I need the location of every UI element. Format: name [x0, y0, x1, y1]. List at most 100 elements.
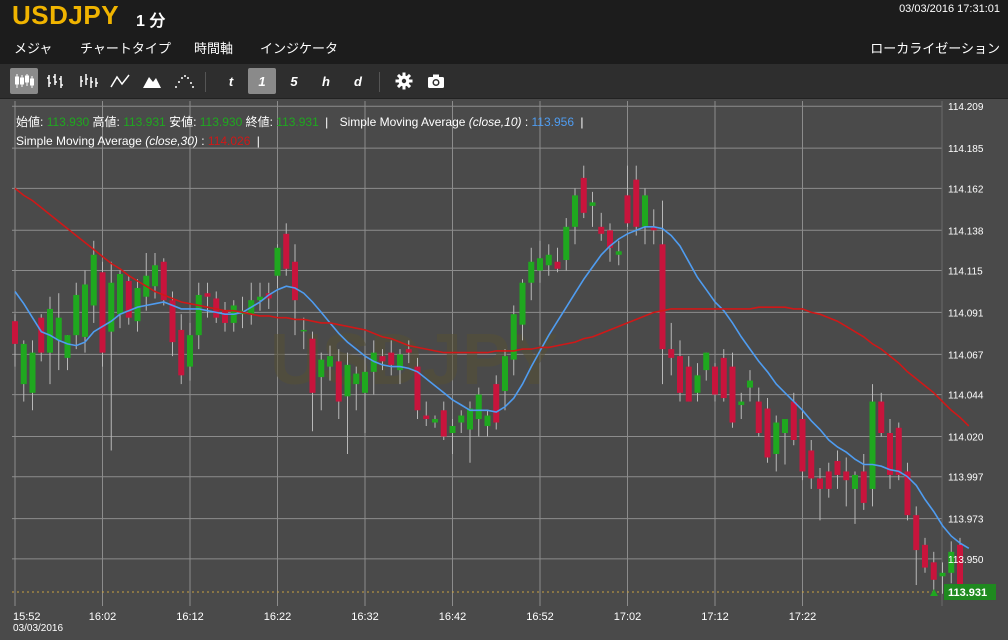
- candle-body: [195, 294, 202, 336]
- y-tick-label: 114.185: [948, 144, 984, 155]
- candle-body: [90, 254, 97, 306]
- candle-body: [782, 419, 788, 434]
- candle-body: [99, 272, 106, 353]
- candle-body: [598, 226, 605, 234]
- candle-body: [213, 298, 220, 318]
- menu-item-chart-type[interactable]: チャートタイプ: [80, 41, 171, 56]
- toolbar-divider: [379, 72, 380, 92]
- hlc-bars-icon[interactable]: [74, 68, 102, 94]
- candle-body: [423, 415, 430, 420]
- dots-icon[interactable]: [170, 68, 198, 94]
- period-day[interactable]: d: [354, 73, 362, 89]
- candle-body: [484, 415, 491, 427]
- high-value: 113.931: [123, 115, 166, 129]
- open-value: 113.930: [46, 115, 90, 129]
- candle-body: [502, 356, 508, 392]
- candle-body: [283, 233, 290, 269]
- candle-body: [878, 401, 885, 434]
- low-label: 安値:: [169, 115, 197, 129]
- close-label: 終値:: [245, 115, 273, 129]
- candle-body: [344, 364, 351, 397]
- period-1-minute[interactable]: 1: [248, 68, 276, 94]
- candle-body: [554, 261, 561, 269]
- interval-label: 1 分: [136, 13, 166, 30]
- candle-body: [274, 247, 281, 276]
- candle-body: [895, 427, 902, 475]
- candle-body: [362, 371, 368, 393]
- period-hour[interactable]: h: [322, 73, 330, 89]
- candle-body: [64, 335, 71, 358]
- menu-item-indicators[interactable]: インジケータ: [260, 41, 339, 56]
- y-tick-label: 114.115: [948, 266, 983, 277]
- price-chart[interactable]: USDJPY 114.209 114.185 114.162 114.138 114.1…: [0, 99, 1008, 635]
- menu-item-measure[interactable]: メジャ: [14, 41, 53, 56]
- candle-body: [817, 478, 823, 489]
- ohlc-bars-icon[interactable]: [42, 68, 70, 94]
- candle-body: [572, 195, 578, 227]
- candle-body: [633, 179, 640, 227]
- candle-body: [134, 287, 141, 322]
- candlestick-icon[interactable]: [10, 68, 38, 94]
- period-tick[interactable]: t: [228, 73, 234, 89]
- candle-body: [852, 474, 858, 489]
- candle-body: [82, 284, 88, 337]
- candle-body: [860, 471, 867, 503]
- candle-body: [458, 415, 465, 423]
- sma10-params: (close,10): [468, 115, 522, 129]
- chart-area[interactable]: USDJPY 114.209 114.185 114.162 114.138 114.1…: [0, 99, 1008, 635]
- x-tick-label: 16:42: [439, 611, 467, 623]
- candle-body: [589, 202, 596, 206]
- y-tick-label: 113.973: [948, 515, 984, 526]
- ohlc-legend: 始値: 113.930 高値: 113.931 安値: 113.930 終値: …: [16, 113, 583, 130]
- candle-body: [545, 254, 552, 266]
- x-tick-label: 16:02: [89, 611, 117, 623]
- candle-body: [563, 226, 570, 261]
- candle-body: [957, 544, 963, 591]
- candle-body: [729, 366, 736, 423]
- mountain-icon[interactable]: [138, 68, 166, 94]
- candle-body: [475, 394, 482, 420]
- candle-body: [309, 338, 316, 393]
- y-tick-label: 113.950: [948, 555, 984, 566]
- period-5-minute[interactable]: 5: [290, 73, 298, 89]
- open-label: 始値:: [16, 115, 44, 129]
- candle-body: [537, 258, 543, 271]
- y-tick-label: 113.997: [948, 473, 984, 484]
- sma30-params: (close,30): [145, 134, 198, 148]
- toolbar-divider: [205, 72, 206, 92]
- candle-body: [178, 329, 185, 376]
- candle-body: [292, 261, 298, 301]
- candle-body: [694, 375, 701, 393]
- symbol-title: USDJPY: [12, 0, 120, 30]
- candle-body: [327, 356, 333, 367]
- low-value: 113.930: [199, 115, 243, 129]
- candle-body: [379, 356, 386, 362]
- candle-body: [318, 359, 325, 378]
- sma30-name: Simple Moving Average: [16, 134, 142, 148]
- x-tick-label: 17:02: [614, 611, 642, 623]
- candle-body: [528, 261, 535, 283]
- candle-body: [755, 401, 762, 434]
- candle-body: [397, 354, 403, 371]
- chart-watermark: USDJPY: [270, 320, 558, 400]
- candle-body: [160, 261, 167, 301]
- candle-body: [204, 293, 211, 297]
- high-label: 高値:: [92, 115, 120, 129]
- camera-icon[interactable]: [422, 68, 450, 94]
- gear-icon[interactable]: [390, 68, 418, 94]
- candle-body: [335, 361, 342, 402]
- candle-body: [108, 282, 115, 332]
- sma10-line: [14, 226, 970, 549]
- y-tick-label: 114.209: [948, 102, 984, 113]
- menu-item-timeframe[interactable]: 時間軸: [194, 41, 234, 56]
- candle-body: [152, 265, 158, 287]
- candle-body: [12, 321, 18, 344]
- line-icon[interactable]: [106, 68, 134, 94]
- candle-body: [222, 310, 228, 323]
- candle-body: [169, 300, 176, 343]
- menu-item-localization[interactable]: ローカライゼーション: [870, 41, 1000, 56]
- candle-body: [659, 244, 666, 350]
- candle-body: [712, 366, 718, 395]
- candle-body: [913, 515, 920, 551]
- y-tick-label: 114.067: [948, 350, 984, 361]
